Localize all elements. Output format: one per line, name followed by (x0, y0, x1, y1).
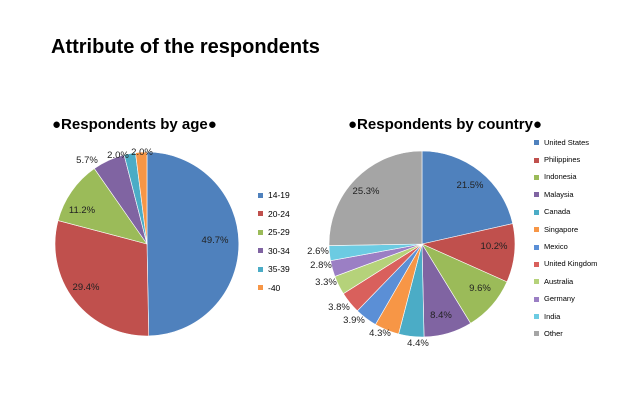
country-data-label: 3.8% (328, 302, 350, 313)
age-legend-label: 30-34 (268, 245, 290, 256)
country-legend-label: Other (544, 328, 563, 338)
country-data-label: 2.6% (307, 246, 329, 257)
country-legend: United States Philippines Indonesia Malaysi… (534, 134, 597, 343)
country-legend-swatch (534, 227, 539, 233)
country-data-label: 21.5% (457, 180, 484, 191)
country-legend-item: Indonesia (534, 169, 597, 186)
age-legend-swatch (258, 211, 263, 217)
age-legend-swatch (258, 248, 263, 254)
country-slice-other (328, 150, 423, 246)
country-legend-swatch (534, 157, 539, 163)
country-data-label: 25.3% (353, 186, 380, 197)
age-legend: 14-19 20-24 25-29 30-34 35-39 -40 (258, 186, 290, 297)
age-legend-label: -40 (268, 282, 281, 293)
country-legend-swatch (534, 331, 539, 337)
country-legend-swatch (534, 140, 539, 146)
age-data-label: 2.0% (131, 147, 153, 158)
country-legend-label: Singapore (544, 224, 579, 234)
country-legend-item: Germany (534, 291, 597, 308)
country-legend-label: Philippines (544, 155, 581, 165)
country-data-label: 3.3% (315, 277, 337, 288)
age-pie (54, 151, 240, 337)
country-chart-title: ●Respondents by country● (348, 116, 542, 133)
age-legend-swatch (258, 192, 263, 198)
country-legend-swatch (534, 174, 539, 180)
age-legend-item: 14-19 (258, 186, 290, 205)
age-legend-swatch (258, 285, 263, 291)
age-legend-label: 25-29 (268, 227, 290, 238)
country-legend-label: Germany (544, 294, 575, 304)
country-data-label: 4.3% (369, 328, 391, 339)
country-data-label: 2.8% (310, 260, 332, 271)
country-legend-swatch (534, 296, 539, 302)
age-data-label: 49.7% (202, 235, 229, 246)
country-legend-item: India (534, 308, 597, 325)
country-data-label: 3.9% (343, 315, 365, 326)
country-legend-item: Philippines (534, 151, 597, 168)
age-slice-25-29 (57, 168, 148, 245)
country-legend-item: Other (534, 325, 597, 342)
country-legend-label: Malaysia (544, 189, 574, 199)
age-slice-40 (135, 151, 148, 245)
age-legend-item: -40 (258, 279, 290, 298)
country-legend-item: Australia (534, 273, 597, 290)
page-title: Attribute of the respondents (51, 36, 320, 58)
country-legend-swatch (534, 209, 539, 215)
country-legend-item: United Kingdom (534, 256, 597, 273)
age-data-label: 2.0% (107, 150, 129, 161)
country-legend-item: Canada (534, 204, 597, 221)
country-legend-label: Canada (544, 207, 571, 217)
country-legend-item: Malaysia (534, 186, 597, 203)
age-data-label: 29.4% (73, 282, 100, 293)
country-legend-label: Australia (544, 276, 574, 286)
age-data-label: 5.7% (76, 155, 98, 166)
country-legend-label: Indonesia (544, 172, 577, 182)
age-legend-swatch (258, 229, 263, 235)
country-data-label: 4.4% (407, 338, 429, 349)
country-legend-item: United States (534, 134, 597, 151)
country-legend-label: Mexico (544, 242, 568, 252)
age-slice-14-19 (146, 151, 240, 337)
age-legend-label: 14-19 (268, 190, 290, 201)
age-legend-item: 35-39 (258, 260, 290, 279)
country-legend-label: India (544, 311, 561, 321)
country-legend-item: Mexico (534, 238, 597, 255)
age-legend-item: 20-24 (258, 205, 290, 224)
country-legend-item: Singapore (534, 221, 597, 238)
age-legend-swatch (258, 266, 263, 272)
age-chart-title: ●Respondents by age● (52, 116, 217, 133)
country-legend-label: United Kingdom (544, 259, 598, 269)
country-legend-swatch (534, 261, 539, 267)
country-pie (328, 150, 516, 338)
country-data-label: 10.2% (481, 241, 508, 252)
age-legend-item: 25-29 (258, 223, 290, 242)
country-legend-swatch (534, 314, 539, 320)
country-legend-swatch (534, 279, 539, 285)
age-data-label: 11.2% (69, 205, 96, 216)
country-legend-swatch (534, 192, 539, 198)
age-legend-label: 20-24 (268, 208, 290, 219)
country-data-label: 8.4% (430, 310, 452, 321)
country-legend-swatch (534, 244, 539, 250)
country-slice-united-states (421, 150, 514, 245)
country-data-label: 9.6% (469, 283, 491, 294)
country-legend-label: United States (544, 137, 590, 147)
age-slice-20-24 (54, 220, 150, 337)
age-legend-label: 35-39 (268, 264, 290, 275)
age-legend-item: 30-34 (258, 242, 290, 261)
